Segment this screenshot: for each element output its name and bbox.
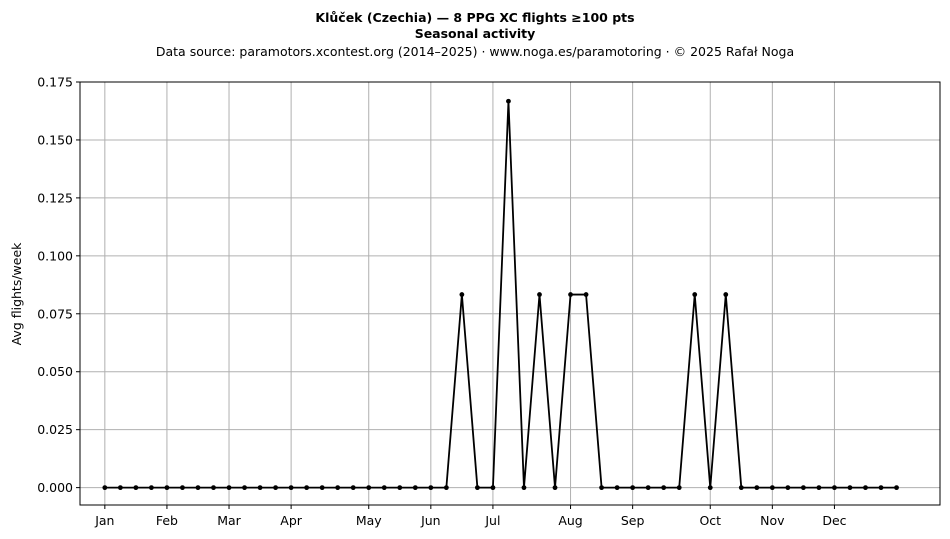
data-point [226,485,232,491]
data-point [800,485,806,491]
data-point [894,485,899,491]
x-tick-label: Aug [558,513,582,528]
data-point [242,485,247,491]
data-point [645,485,651,491]
x-tick-label: Feb [156,513,178,528]
data-point [366,485,372,491]
data-point [475,485,480,491]
y-tick-label: 0.175 [37,75,73,90]
y-tick-label: 0.100 [37,248,73,263]
grid [80,81,940,505]
data-point [211,485,216,491]
x-tick-label: Apr [280,513,302,528]
y-tick-label: 0.125 [37,190,73,205]
x-tick-label: Jan [94,513,114,528]
data-point [381,485,387,491]
data-point [288,485,294,491]
data-point [428,485,434,491]
data-point [149,485,154,491]
y-axis-label: Avg flights/week [9,242,24,346]
data-point [614,485,620,491]
data-point [133,485,139,491]
data-point [180,485,185,491]
data-point [754,485,760,491]
x-tick-label: Oct [699,513,721,528]
data-point [304,485,310,491]
y-tick-label: 0.025 [37,422,73,437]
x-tick-label: Jun [420,513,441,528]
data-point [707,485,713,491]
data-point [335,485,341,491]
data-point [459,292,465,297]
data-point [630,485,636,491]
data-point [195,485,201,491]
x-tick-label: Nov [760,513,785,528]
y-tick-label: 0.075 [37,306,73,321]
data-point [552,485,558,491]
x-tick-label: Dec [822,513,846,528]
data-point [273,485,278,491]
data-point [583,292,589,297]
series-layer [102,98,899,491]
chart-subtitle: Data source: paramotors.xcontest.org (20… [156,44,794,59]
series-line [104,100,897,489]
y-tick-label: 0.000 [37,480,73,495]
y-tick-label: 0.150 [37,132,73,147]
data-point [319,485,325,491]
data-point [521,485,527,491]
data-point [537,292,542,297]
data-point [117,485,123,491]
data-point [723,292,729,297]
data-point [443,485,449,491]
data-point [412,485,418,491]
data-point [692,292,698,297]
chart-title: Klůček (Czechia) — 8 PPG XC flights ≥100… [315,10,634,25]
data-point [769,485,775,491]
data-point [102,485,108,491]
chart-title-line2: Seasonal activity [415,26,536,41]
data-point [738,485,744,491]
data-point [832,485,837,491]
y-tick-label: 0.050 [37,364,73,379]
data-point [878,485,884,491]
data-point [847,485,853,491]
data-point [397,485,403,491]
data-point [785,485,791,491]
x-tick-label: Mar [217,513,241,528]
x-tick-label: Sep [621,513,645,528]
data-point [816,485,822,491]
data-point [599,485,604,491]
data-point [490,485,496,491]
data-point [506,98,511,104]
axes: 0.000 0.025 0.050 0.075 0.100 0.125 0.150 0.175… [37,75,846,529]
plot-frame [79,81,941,506]
data-point [257,485,263,491]
data-point [350,485,356,491]
data-point [863,485,868,491]
x-tick-label: May [356,513,382,528]
data-point [661,485,667,491]
data-point [164,485,170,491]
data-point [676,485,682,491]
x-tick-label: Jul [484,513,500,528]
data-point [568,292,573,297]
